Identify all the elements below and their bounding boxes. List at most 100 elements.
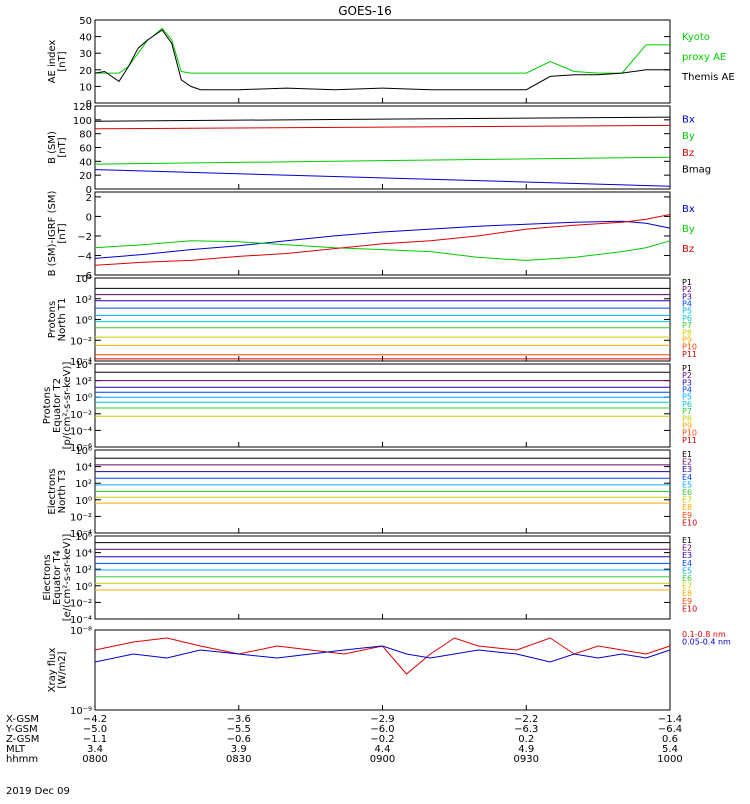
series-line-bmag [94, 116, 671, 122]
y-tick-label: 10⁻⁴ [70, 357, 92, 368]
y-tick-label: 10⁻⁸ [70, 626, 92, 637]
legend-label: E3 [682, 551, 692, 560]
x-tick-label: −6.0 [370, 724, 394, 735]
y-tick-label: 10⁴ [75, 360, 92, 371]
y-tick-label: 10² [75, 479, 92, 490]
y-tick-label: 40 [79, 157, 92, 168]
legend-label: P4 [682, 300, 692, 309]
panel-bdiff: −6 −4 −2 0 2 B (SM)-IGRF (SM) [nT] Bx By Bz [47, 191, 695, 282]
y-axis-label: Electrons [47, 468, 58, 514]
y-tick-label: 50 [79, 16, 92, 27]
y-axis-label: Protons [42, 387, 53, 424]
series-line-0-05-0-4-nm [94, 645, 671, 663]
y-axis-label: AE index [47, 40, 58, 84]
y-axis-label: [W/m2] [57, 651, 68, 688]
x-tick-label: −1.1 [83, 734, 107, 745]
y-axis-label: Electrons [42, 554, 53, 600]
y-tick-label: 0 [86, 185, 92, 196]
legend-label: E8 [682, 503, 692, 512]
legend-label: P2 [682, 371, 692, 380]
y-axis-label: North T3 [57, 470, 68, 514]
y-tick-label: 10² [75, 295, 92, 306]
legend-label: P2 [682, 285, 692, 294]
legend-label: Bx [682, 115, 695, 126]
panel-electrons_t4: 10⁻⁴ 10⁻² 10⁰ 10² 10⁴ 10⁶ Electrons Equator T4[… [42, 532, 697, 626]
legend-label: P8 [682, 328, 692, 337]
legend-label: E5 [682, 566, 692, 575]
y-tick-label: 10⁶ [75, 446, 92, 457]
panel-frame [94, 277, 671, 362]
panel-protons_t2: 10⁻⁶ 10⁻⁴ 10⁻² 10⁰ 10² 10⁴ Protons Equator T2 [p… [42, 360, 697, 454]
series-line-by [94, 156, 671, 165]
y-tick-label: 100 [73, 116, 92, 127]
x-tick-label: 0.6 [662, 734, 678, 745]
legend-label: E4 [682, 559, 692, 568]
x-tick-label: −6.3 [514, 724, 538, 735]
x-tick-label: −2.2 [514, 714, 538, 725]
x-tick-label: −1.4 [658, 714, 682, 725]
legend-label: E6 [682, 488, 692, 497]
y-axis-label: Protons [47, 301, 58, 338]
y-tick-label: −2 [77, 232, 92, 243]
series-line-by [94, 240, 671, 261]
y-tick-label: −6 [77, 271, 92, 282]
y-tick-label: 10⁻² [70, 410, 92, 421]
legend-label: P11 [682, 436, 697, 445]
panel-ae: 0 10 20 30 40 50 AE index [nT] Kyoto proxy AE Them… [47, 16, 735, 110]
x-tick-label: 5.4 [662, 744, 678, 755]
legend-label: E10 [682, 518, 697, 527]
legend-label: P4 [682, 386, 692, 395]
legend-label: P1 [682, 364, 692, 373]
x-tick-label: −2.9 [370, 714, 394, 725]
x-tick-label: 3.9 [231, 744, 247, 755]
series-line-bz [94, 214, 671, 266]
legend-label: P9 [682, 335, 692, 344]
x-tick-label: 4.4 [375, 744, 391, 755]
y-tick-label: 120 [73, 102, 92, 113]
y-tick-label: 10⁻⁶ [70, 443, 92, 454]
legend-label: E9 [682, 597, 692, 606]
x-row-label: hhmm [6, 754, 38, 765]
y-tick-label: 10² [75, 377, 92, 388]
legend-label: E10 [682, 604, 697, 613]
panel-frame [94, 535, 671, 620]
y-tick-label: 10⁻⁴ [70, 615, 92, 626]
y-tick-label: 10⁰ [75, 582, 92, 593]
y-axis-label: [e/(cm²-s-sr-keV)] [62, 534, 73, 622]
panel-frame [94, 363, 671, 448]
legend-label: P6 [682, 314, 692, 323]
series-line-kyoto-proxy-ae [95, 27, 670, 74]
series-line-bx [94, 169, 671, 187]
y-tick-label: 10⁰ [75, 496, 92, 507]
x-tick-label: 0.2 [518, 734, 534, 745]
legend-label: Themis AE [681, 72, 735, 83]
legend-label: P3 [682, 292, 692, 301]
date-label: 2019 Dec 09 [6, 786, 70, 797]
y-tick-label: 0 [86, 212, 92, 223]
series-line-bx [94, 220, 671, 259]
legend-label: P8 [682, 414, 692, 423]
x-tick-label: −0.2 [370, 734, 394, 745]
x-row-label: Z-GSM [6, 734, 39, 745]
x-tick-label: 0930 [514, 754, 539, 765]
legend-label: E7 [682, 496, 692, 505]
legend-label: P5 [682, 307, 692, 316]
legend-label: E2 [682, 544, 692, 553]
panel-bsm: 0 20 40 60 80 100 120 B (SM) [nT] Bx By Bz Bmag [47, 102, 711, 196]
x-row-label: MLT [6, 744, 26, 755]
x-tick-label: 0800 [82, 754, 107, 765]
y-tick-label: 60 [79, 144, 92, 155]
y-tick-label: 10⁴ [75, 274, 92, 285]
panel-frame [94, 105, 671, 190]
y-tick-label: 10⁰ [75, 393, 92, 404]
y-axis-label: B (SM) [47, 131, 58, 164]
legend-label: E9 [682, 511, 692, 520]
legend-label: Bx [682, 204, 695, 215]
legend-label: E4 [682, 473, 692, 482]
legend-label: P11 [682, 350, 697, 359]
panel-frame [94, 19, 671, 104]
y-axis-label: [nT] [57, 137, 68, 157]
legend-label: proxy AE [682, 52, 726, 63]
